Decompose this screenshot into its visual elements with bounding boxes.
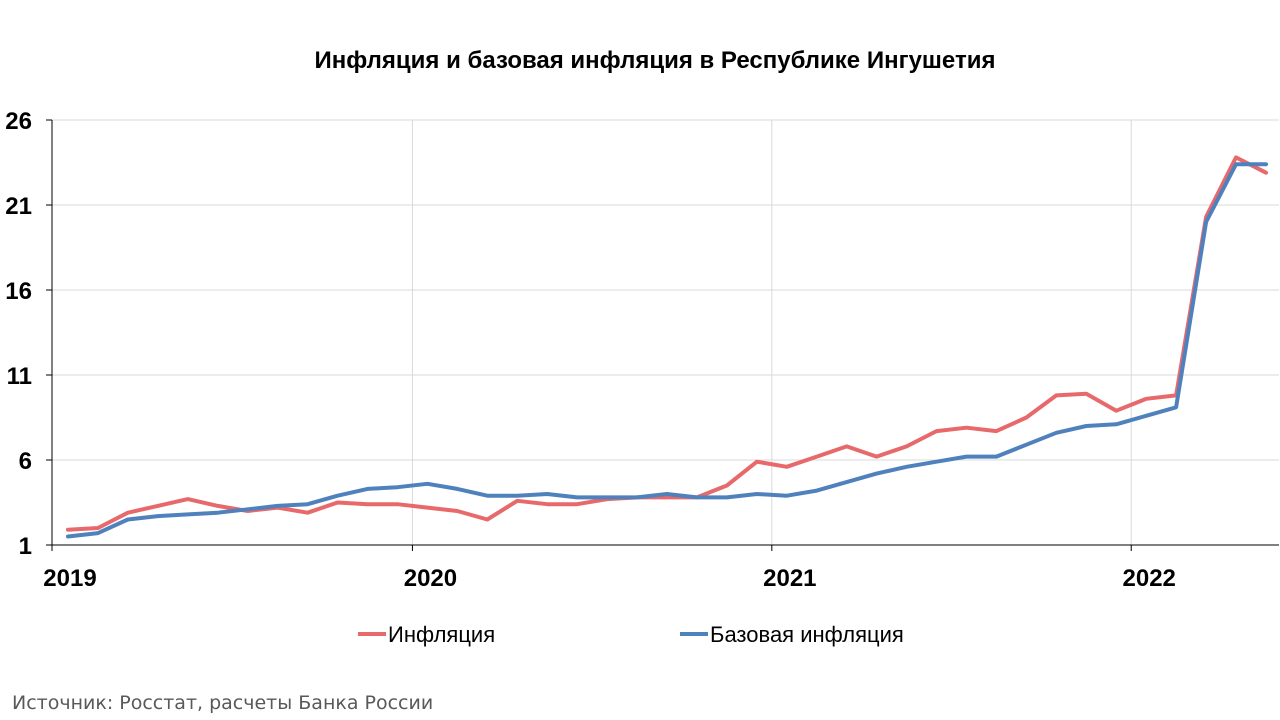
data-point: [425, 482, 429, 486]
data-point: [336, 501, 340, 504]
data-point: [845, 480, 849, 484]
data-point: [96, 531, 100, 535]
data-point: [785, 494, 789, 498]
data-point: [485, 494, 489, 498]
data-point: [545, 492, 549, 496]
data-point: [395, 485, 399, 489]
data-point: [186, 512, 190, 516]
series-line-0: [66, 155, 1268, 532]
data-point: [66, 535, 70, 538]
data-point: [965, 426, 968, 430]
data-point: [815, 455, 819, 459]
data-point: [126, 511, 130, 515]
data-point: [845, 444, 849, 448]
data-point: [455, 487, 459, 491]
x-tick-label: 2019: [43, 565, 96, 592]
data-point: [1144, 397, 1148, 401]
data-point: [306, 502, 310, 506]
data-point: [965, 455, 968, 459]
x-tick-label: 2020: [404, 565, 457, 592]
data-point: [575, 495, 579, 499]
data-point: [96, 526, 100, 530]
legend-label: Инфляция: [388, 622, 495, 647]
y-tick-label: 6: [19, 448, 32, 475]
chart-grid: [52, 119, 1279, 545]
data-point: [935, 460, 939, 464]
data-point: [994, 455, 998, 459]
series-line-1: [66, 162, 1268, 539]
data-point: [665, 492, 669, 496]
data-point: [1174, 405, 1178, 409]
data-point: [1234, 155, 1238, 159]
data-point: [276, 504, 280, 508]
data-point: [635, 495, 639, 499]
data-point: [905, 444, 909, 448]
x-tick-label: 2022: [1123, 565, 1176, 592]
data-point: [1024, 443, 1028, 447]
data-point: [725, 484, 729, 487]
y-tick-label: 1: [19, 533, 32, 560]
data-point: [366, 502, 369, 506]
data-point: [126, 518, 130, 521]
data-point: [216, 511, 220, 515]
data-point: [1084, 392, 1088, 396]
y-tick-label: 26: [5, 108, 32, 135]
data-point: [306, 511, 310, 515]
data-point: [605, 495, 609, 499]
y-tick-label: 11: [7, 363, 32, 390]
data-point: [1024, 416, 1028, 419]
data-point: [1084, 424, 1088, 428]
data-point: [1204, 220, 1208, 224]
data-point: [366, 487, 369, 491]
data-point: [875, 455, 879, 459]
data-point: [785, 465, 789, 469]
data-point: [66, 528, 70, 532]
data-point: [695, 495, 699, 499]
data-point: [1114, 422, 1118, 426]
data-point: [875, 472, 879, 476]
data-point: [156, 514, 160, 518]
data-point: [216, 504, 220, 508]
data-point: [815, 489, 819, 493]
data-point: [336, 494, 340, 498]
data-point: [935, 429, 939, 433]
y-tick-label: 16: [5, 278, 32, 305]
data-point: [1114, 409, 1118, 413]
data-point: [755, 460, 759, 464]
data-point: [1054, 393, 1058, 397]
data-point: [1054, 431, 1058, 435]
data-point: [395, 502, 399, 506]
y-tick-label: 21: [5, 193, 32, 220]
data-point: [545, 502, 549, 506]
data-point: [1234, 162, 1238, 166]
data-point: [665, 495, 669, 499]
data-point: [246, 507, 250, 511]
x-tick-label: 2021: [763, 565, 816, 592]
source-note: Источник: Росстат, расчеты Банка России: [12, 692, 434, 714]
data-point: [425, 506, 429, 510]
data-point: [1264, 162, 1268, 166]
data-point: [455, 509, 459, 513]
data-point: [515, 499, 519, 503]
data-point: [156, 504, 160, 508]
data-point: [755, 492, 759, 496]
data-point: [1264, 171, 1268, 175]
chart-title: Инфляция и базовая инфляция в Республике…: [315, 47, 996, 74]
data-point: [575, 502, 579, 506]
data-point: [1144, 414, 1148, 418]
chart-series: [66, 155, 1268, 539]
data-point: [725, 495, 729, 499]
data-point: [905, 465, 909, 469]
data-point: [485, 518, 489, 521]
chart-legend: Инфляция Базовая инфляция: [358, 622, 904, 647]
legend-label: Базовая инфляция: [710, 622, 904, 647]
data-point: [515, 494, 519, 498]
data-point: [994, 429, 998, 433]
data-point: [186, 497, 190, 501]
